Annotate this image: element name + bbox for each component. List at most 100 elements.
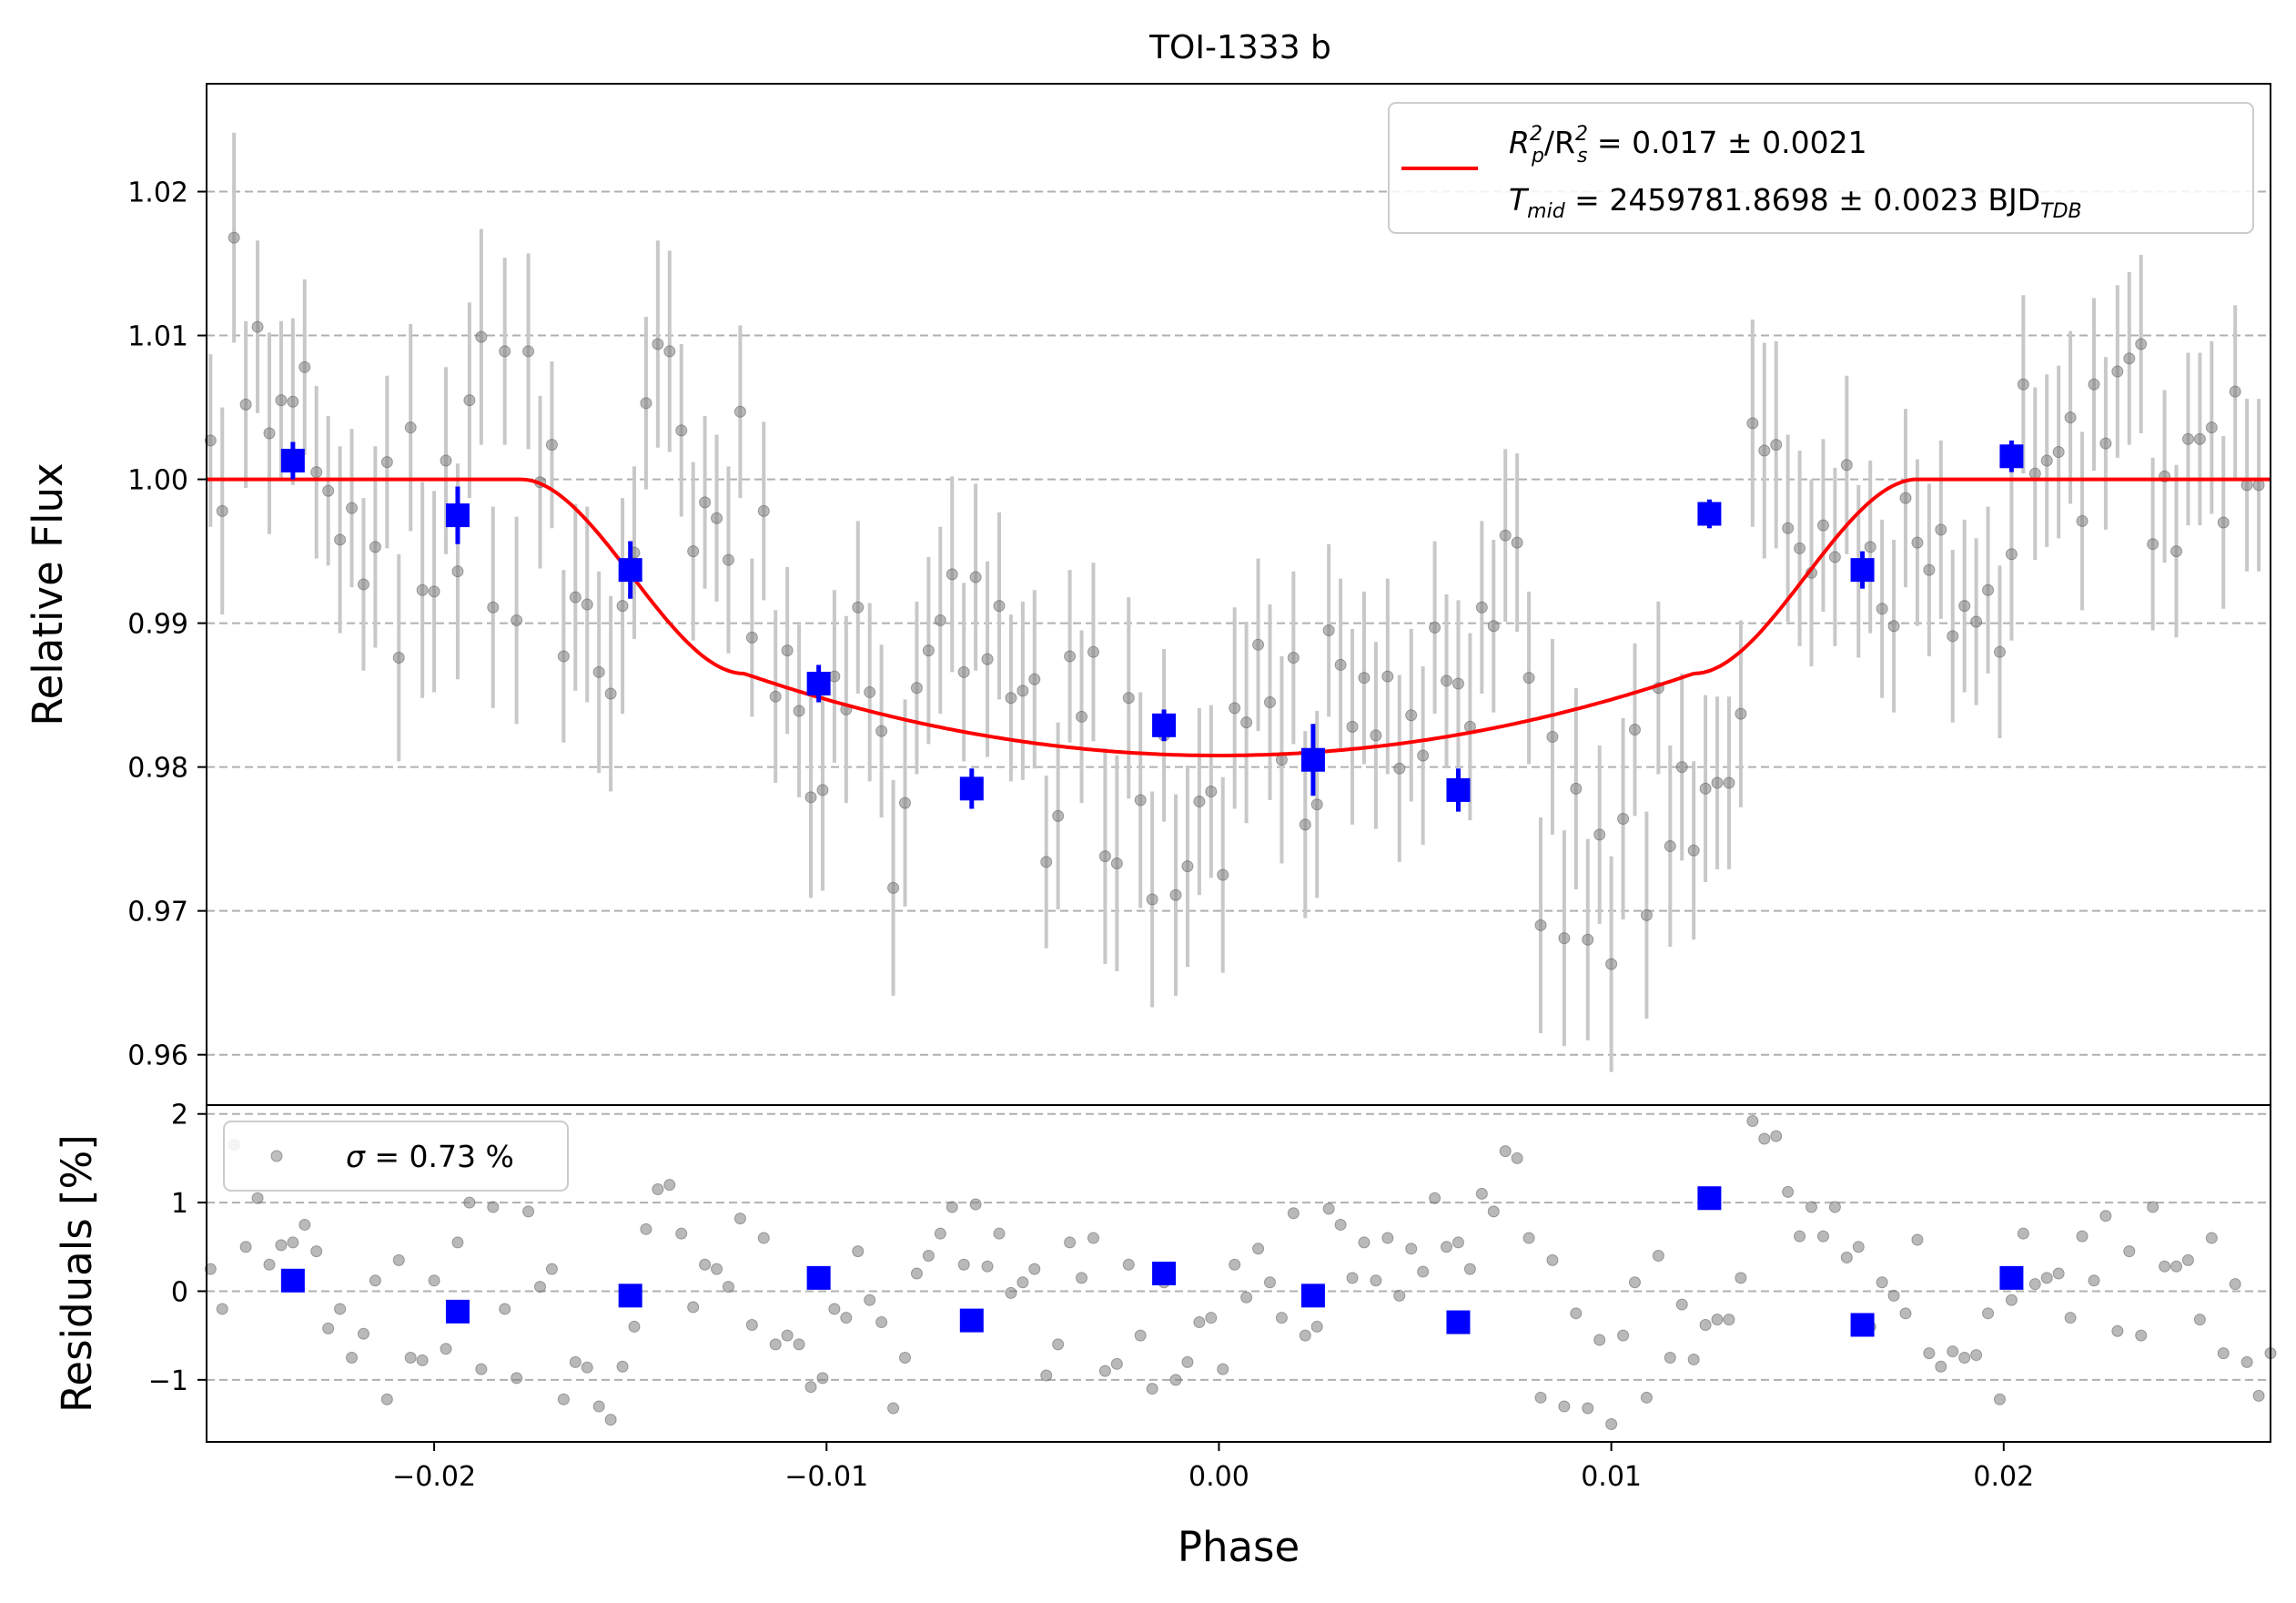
raw-flux-point: [1687, 844, 1700, 857]
raw-flux-point: [2017, 378, 2029, 391]
raw-flux-point: [1429, 621, 1441, 634]
residual-raw-point: [604, 1414, 617, 1426]
residual-raw-points: [204, 1115, 2277, 1431]
raw-flux-point: [2088, 378, 2100, 391]
residual-raw-point: [769, 1338, 782, 1351]
raw-flux-point: [2099, 437, 2112, 450]
raw-flux-point: [946, 568, 958, 581]
raw-flux-point: [1087, 645, 1099, 658]
residual-binned-point: [280, 1268, 305, 1293]
raw-flux-point: [2135, 338, 2148, 350]
raw-flux-point: [2111, 365, 2124, 378]
residual-y-tick-label: 1: [171, 1188, 188, 1220]
raw-flux-point: [1628, 724, 1641, 736]
raw-flux-point: [793, 705, 805, 717]
residual-raw-point: [487, 1201, 500, 1213]
raw-flux-point: [745, 631, 758, 644]
residual-raw-point: [2135, 1329, 2148, 1342]
x-tick-label: 0.02: [1973, 1461, 2034, 1493]
raw-flux-point: [334, 533, 347, 546]
residual-raw-point: [334, 1303, 347, 1315]
raw-flux-point: [228, 231, 240, 244]
raw-flux-point: [816, 784, 829, 796]
residual-binned-point: [618, 1283, 642, 1308]
residual-raw-point: [946, 1201, 958, 1213]
residual-raw-point: [522, 1205, 535, 1218]
residual-raw-point: [1169, 1374, 1182, 1386]
residual-raw-point: [722, 1281, 734, 1294]
residual-raw-point: [1605, 1418, 1618, 1431]
raw-flux-point: [1370, 729, 1382, 742]
residual-raw-point: [840, 1312, 853, 1324]
residual-raw-point: [699, 1258, 712, 1271]
residual-binned-point: [1697, 1186, 1722, 1211]
raw-flux-point: [828, 670, 841, 683]
binned-flux-point: [806, 671, 831, 695]
residual-raw-point: [969, 1198, 982, 1211]
raw-flux-point: [1240, 716, 1253, 729]
residual-raw-point: [852, 1245, 865, 1258]
residual-raw-point: [1393, 1289, 1406, 1302]
residual-raw-point: [1110, 1357, 1123, 1370]
residual-raw-point: [2099, 1210, 2112, 1223]
residual-plot-frame: [206, 1104, 2271, 1443]
residual-raw-point: [1911, 1233, 1924, 1246]
raw-flux-point: [2123, 352, 2136, 365]
residual-raw-point: [745, 1318, 758, 1331]
main-y-tick-label: 0.98: [127, 753, 188, 785]
residual-raw-point: [440, 1343, 452, 1355]
raw-flux-point: [1664, 840, 1676, 853]
residual-binned-point: [1850, 1313, 1875, 1337]
raw-flux-point: [2052, 446, 2065, 459]
residual-binned-point: [1446, 1310, 1471, 1334]
legend-sigma-marker: [270, 1150, 283, 1162]
residual-x-ticks: −0.02 −0.01 0.00 0.01 0.02: [392, 1442, 2034, 1493]
raw-flux-point: [310, 466, 323, 479]
raw-flux-point: [1205, 785, 1218, 797]
residual-raw-point: [687, 1301, 700, 1314]
residual-raw-point: [1370, 1274, 1382, 1287]
residual-raw-point: [581, 1361, 593, 1374]
raw-flux-point: [1899, 492, 1912, 504]
residual-y-tick-label: 2: [171, 1100, 188, 1131]
residual-raw-point: [1451, 1236, 1464, 1249]
residual-raw-point: [380, 1393, 393, 1405]
residual-raw-point: [1064, 1236, 1077, 1249]
residual-raw-point: [2181, 1253, 2194, 1266]
raw-flux-point: [1816, 519, 1829, 532]
raw-flux-point: [1358, 672, 1371, 685]
main-y-tick-label: 1.01: [127, 321, 188, 353]
residual-raw-point: [1570, 1307, 1583, 1320]
raw-flux-point: [1640, 908, 1653, 921]
raw-flux-point: [1381, 670, 1394, 683]
residual-raw-point: [2159, 1260, 2171, 1273]
raw-flux-point: [1017, 685, 1029, 697]
residual-raw-point: [1723, 1314, 1735, 1326]
raw-flux-point: [1970, 615, 1983, 628]
x-tick-label: −0.01: [784, 1461, 868, 1493]
raw-flux-point: [1770, 439, 1783, 451]
residual-raw-point: [1887, 1289, 1900, 1302]
residual-raw-point: [451, 1236, 464, 1249]
residual-raw-point: [957, 1258, 970, 1271]
residual-raw-point: [204, 1263, 217, 1275]
residual-gridlines: [207, 1112, 2271, 1381]
raw-flux-point: [887, 881, 900, 894]
raw-flux-point: [699, 496, 712, 509]
raw-flux-point: [934, 614, 946, 626]
raw-flux-point: [1310, 798, 1323, 811]
residual-raw-point: [2193, 1314, 2206, 1326]
residual-raw-point: [1746, 1115, 1759, 1128]
residual-binned-point: [1152, 1262, 1177, 1285]
residual-raw-point: [1782, 1185, 1795, 1198]
residual-raw-point: [1334, 1218, 1347, 1231]
raw-flux-point: [981, 653, 994, 665]
raw-flux-point: [757, 504, 770, 517]
binned-flux-point: [1697, 502, 1722, 526]
binned-flux-point: [618, 558, 642, 583]
residual-raw-point: [1217, 1363, 1229, 1375]
raw-flux-point: [1252, 638, 1265, 651]
raw-flux-point: [1593, 828, 1606, 841]
raw-flux-point: [733, 405, 746, 418]
